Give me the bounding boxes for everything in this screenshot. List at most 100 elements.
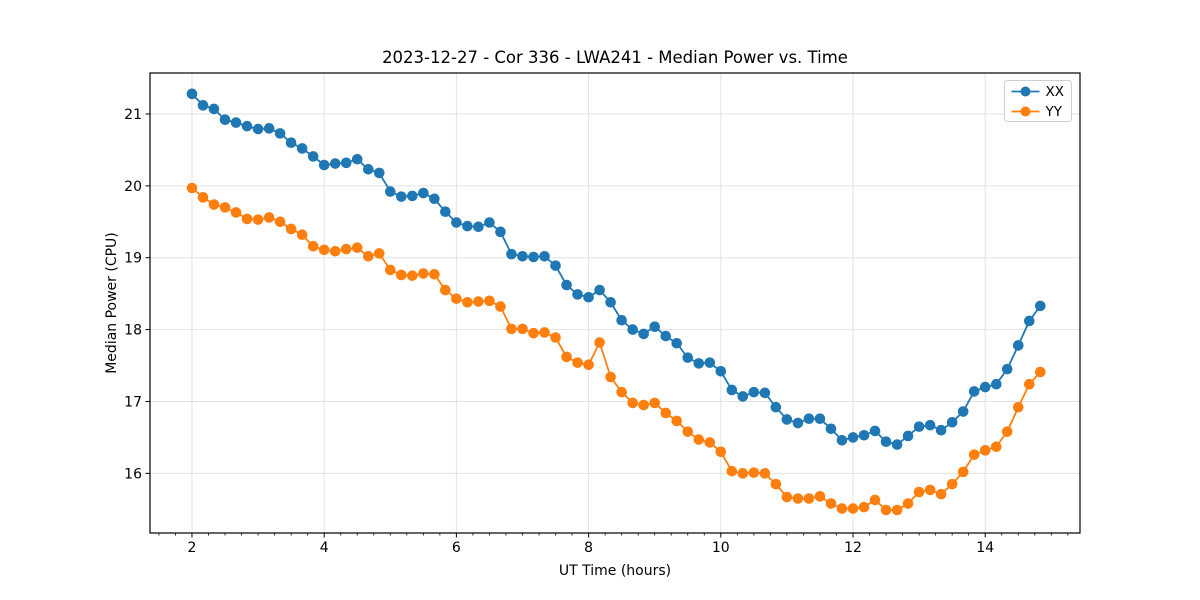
data-point (979, 445, 991, 456)
data-point (252, 214, 264, 225)
data-point (902, 430, 914, 442)
data-point (858, 429, 870, 441)
data-point (968, 386, 980, 397)
data-point (792, 417, 804, 429)
data-point (979, 381, 991, 393)
data-point (495, 226, 506, 238)
data-point (561, 351, 572, 363)
series-YY-line (191, 187, 1042, 511)
data-point (307, 151, 319, 162)
data-point (1023, 315, 1035, 327)
data-point (252, 123, 264, 135)
data-point (528, 327, 539, 339)
data-point (946, 478, 958, 490)
data-point (495, 301, 506, 312)
data-point (627, 397, 638, 409)
data-point (484, 217, 495, 228)
chart-title: 2023-12-27 - Cor 336 - LWA241 - Median P… (382, 48, 848, 67)
data-point (836, 503, 848, 514)
data-point (583, 359, 594, 371)
data-point (550, 332, 561, 343)
data-point (517, 250, 528, 262)
data-point (351, 153, 363, 165)
data-point (1012, 340, 1024, 351)
data-point (935, 488, 947, 500)
data-point (219, 114, 231, 126)
data-point (726, 465, 738, 477)
data-point (296, 143, 308, 154)
data-point (847, 503, 859, 514)
data-point (208, 199, 220, 210)
data-point (1001, 363, 1013, 375)
data-point (539, 250, 550, 262)
y-tick-label: 17 (124, 394, 142, 410)
data-point (429, 193, 440, 205)
data-point (451, 217, 462, 228)
data-point (451, 293, 462, 304)
data-point (384, 186, 396, 197)
data-point (671, 415, 683, 427)
data-point (318, 244, 330, 256)
legend-marker-sample (1020, 86, 1031, 97)
data-point (1012, 401, 1024, 413)
data-point (825, 423, 837, 435)
data-point (362, 250, 374, 262)
data-point (990, 378, 1002, 390)
data-point (186, 88, 198, 100)
data-point (792, 493, 804, 504)
x-tick-label: 8 (584, 540, 593, 556)
data-point (605, 296, 616, 308)
data-point (924, 484, 936, 496)
data-point (715, 446, 727, 458)
data-point (660, 330, 672, 342)
data-point (649, 397, 660, 409)
data-point (406, 270, 418, 281)
series-YY-markers (186, 182, 1046, 516)
legend-label: XX (1046, 84, 1065, 100)
x-tick-label: 12 (844, 540, 862, 556)
data-point (737, 468, 749, 479)
x-axis-label: UT Time (hours) (558, 563, 672, 579)
data-point (396, 269, 407, 281)
y-tick-label: 18 (124, 323, 142, 339)
data-point (506, 248, 517, 260)
data-point (429, 268, 440, 280)
data-point (263, 123, 275, 134)
data-point (484, 295, 495, 307)
data-point (1034, 300, 1046, 312)
data-point (671, 337, 683, 349)
data-point (208, 103, 220, 115)
data-point (561, 279, 572, 291)
y-tick-label: 16 (124, 466, 142, 482)
data-point (957, 466, 969, 478)
data-point (682, 352, 694, 363)
data-point (726, 384, 738, 396)
data-point (880, 504, 892, 516)
legend-marker-sample (1020, 106, 1031, 117)
data-point (748, 386, 760, 398)
data-point (836, 434, 848, 446)
axes-box (149, 72, 1081, 534)
data-point (462, 220, 473, 232)
data-point (274, 216, 286, 228)
data-point (946, 417, 958, 428)
data-point (924, 419, 936, 431)
data-point (913, 486, 925, 498)
data-point (627, 324, 638, 335)
data-point (406, 190, 418, 202)
data-point (869, 494, 881, 506)
data-point (704, 357, 716, 368)
data-point (880, 436, 892, 448)
data-point (858, 501, 870, 513)
legend-label: YY (1045, 104, 1063, 120)
data-point (230, 207, 242, 218)
data-point (1034, 366, 1046, 378)
data-point (781, 414, 793, 425)
data-point (704, 437, 716, 448)
data-point (329, 158, 341, 169)
data-point (825, 498, 837, 509)
data-point (506, 323, 517, 335)
series-XX-markers (186, 88, 1046, 450)
data-point (638, 328, 649, 340)
